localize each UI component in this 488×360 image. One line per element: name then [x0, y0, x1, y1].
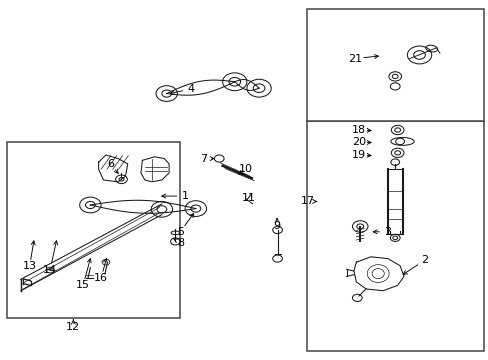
Text: 7: 7: [199, 154, 206, 163]
Text: 6: 6: [107, 159, 114, 169]
Text: 9: 9: [273, 221, 280, 231]
Text: 18: 18: [351, 125, 365, 135]
Text: 16: 16: [94, 273, 108, 283]
Text: 14: 14: [43, 265, 57, 275]
Text: 21: 21: [347, 54, 362, 64]
Text: 10: 10: [239, 164, 252, 174]
Text: 17: 17: [300, 197, 314, 206]
Bar: [306, 121, 483, 351]
Text: 12: 12: [66, 322, 80, 332]
Bar: [306, 9, 483, 121]
Text: 5: 5: [177, 227, 183, 237]
Text: 11: 11: [241, 193, 255, 203]
Text: 2: 2: [420, 255, 427, 265]
Text: 1: 1: [182, 191, 188, 201]
Text: 19: 19: [351, 150, 365, 160]
Bar: [7, 143, 180, 318]
Text: 4: 4: [187, 84, 194, 94]
Text: 15: 15: [76, 280, 90, 291]
Text: 20: 20: [351, 138, 365, 148]
Text: 3: 3: [384, 227, 390, 237]
Text: 13: 13: [22, 261, 37, 271]
Text: 8: 8: [176, 238, 183, 248]
